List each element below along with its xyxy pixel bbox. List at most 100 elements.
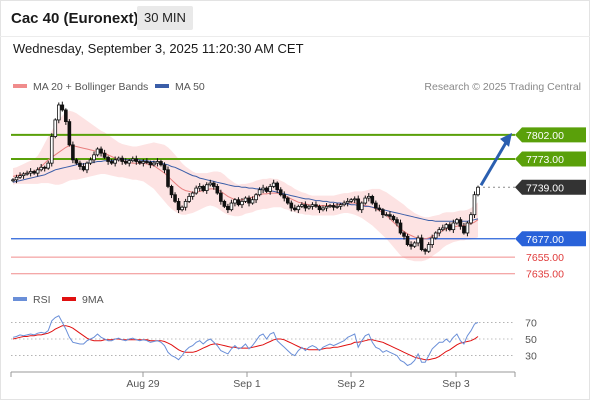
candle bbox=[363, 195, 368, 205]
candle bbox=[300, 202, 304, 209]
x-tick-label: Sep 1 bbox=[233, 378, 261, 390]
candle bbox=[469, 212, 473, 225]
header-divider bbox=[0, 36, 590, 37]
candle bbox=[39, 163, 43, 172]
candle-body bbox=[381, 209, 385, 216]
candle bbox=[152, 160, 156, 167]
candle-body bbox=[331, 205, 336, 208]
candle bbox=[215, 183, 220, 195]
candle-body bbox=[190, 192, 195, 197]
candle bbox=[359, 201, 364, 214]
candle bbox=[278, 187, 283, 197]
candle bbox=[134, 155, 139, 165]
candle bbox=[458, 217, 463, 230]
candle-body bbox=[18, 175, 22, 178]
candle bbox=[264, 186, 269, 194]
candle-body bbox=[169, 186, 174, 196]
candle bbox=[331, 203, 336, 211]
candle-body bbox=[49, 136, 54, 164]
candle-body bbox=[215, 186, 220, 194]
candle-body bbox=[11, 179, 15, 182]
candle bbox=[314, 201, 318, 209]
candle bbox=[46, 160, 51, 170]
rsi-line bbox=[12, 315, 479, 367]
candle-body bbox=[127, 160, 132, 164]
candle-body bbox=[278, 189, 283, 196]
candle bbox=[194, 185, 198, 195]
candle-body bbox=[109, 161, 114, 164]
candle bbox=[321, 205, 325, 212]
candle bbox=[388, 211, 392, 220]
rsi-tick-50: 50 bbox=[525, 334, 537, 346]
candle bbox=[88, 157, 93, 165]
rsi-panel: 70 50 30 bbox=[11, 315, 537, 367]
candle bbox=[56, 102, 61, 124]
candle bbox=[356, 195, 361, 212]
candle bbox=[190, 191, 195, 200]
candle bbox=[328, 203, 332, 209]
candle-body bbox=[14, 176, 19, 181]
candle bbox=[67, 119, 72, 147]
candle bbox=[310, 202, 315, 210]
candle bbox=[398, 219, 403, 235]
ma20-legend-swatch bbox=[13, 84, 27, 88]
candle bbox=[349, 198, 353, 204]
candle-body bbox=[433, 232, 438, 239]
candle-body bbox=[204, 184, 209, 191]
candle-body bbox=[444, 224, 449, 229]
timeframe-button[interactable]: 30 MIN bbox=[137, 6, 193, 30]
candle-body bbox=[141, 161, 146, 164]
candle bbox=[99, 146, 103, 157]
candle-body bbox=[21, 173, 26, 177]
candle bbox=[138, 159, 142, 165]
candle bbox=[166, 166, 170, 189]
candle-body bbox=[42, 166, 47, 169]
candle-body bbox=[240, 200, 244, 206]
candle bbox=[409, 241, 413, 250]
candle-body bbox=[366, 195, 371, 199]
candle-body bbox=[32, 171, 36, 174]
candle-body bbox=[134, 158, 139, 162]
candle-body bbox=[201, 186, 206, 191]
ma9-legend-label: 9MA bbox=[82, 294, 104, 306]
candle-body bbox=[247, 197, 251, 204]
level-label-7739.00: 7739.00 bbox=[526, 182, 564, 194]
candle bbox=[476, 185, 480, 197]
candle bbox=[187, 193, 191, 204]
candle bbox=[395, 217, 399, 227]
candle bbox=[102, 149, 107, 159]
candle bbox=[285, 196, 290, 205]
candle bbox=[254, 193, 258, 204]
candle-body bbox=[113, 159, 117, 164]
candle bbox=[437, 227, 442, 237]
candle-body bbox=[211, 182, 216, 187]
ma9-legend-swatch bbox=[62, 297, 76, 301]
candle bbox=[11, 178, 15, 183]
candle-body bbox=[187, 195, 191, 202]
candle bbox=[384, 212, 389, 217]
candle-body bbox=[130, 158, 135, 162]
x-tick-label: Sep 2 bbox=[337, 378, 365, 390]
candle-body bbox=[321, 207, 325, 211]
candle bbox=[92, 151, 96, 164]
candle bbox=[426, 242, 431, 253]
candle bbox=[240, 198, 244, 209]
candle bbox=[338, 203, 343, 210]
candle-body bbox=[219, 192, 223, 202]
candle bbox=[370, 194, 375, 205]
candle-body bbox=[106, 156, 110, 162]
candle-body bbox=[74, 159, 79, 164]
candle-body bbox=[300, 204, 304, 207]
bollinger-fill bbox=[13, 110, 478, 262]
candle bbox=[352, 196, 357, 204]
candle-body bbox=[28, 171, 33, 174]
candle bbox=[71, 141, 75, 164]
candle-body bbox=[317, 205, 322, 211]
candle-body bbox=[173, 194, 177, 202]
candle bbox=[226, 203, 230, 214]
rsi-tick-30: 30 bbox=[525, 351, 537, 363]
candle-body bbox=[412, 242, 417, 247]
candle-body bbox=[384, 214, 389, 217]
candle bbox=[342, 200, 346, 207]
candle bbox=[109, 158, 114, 165]
